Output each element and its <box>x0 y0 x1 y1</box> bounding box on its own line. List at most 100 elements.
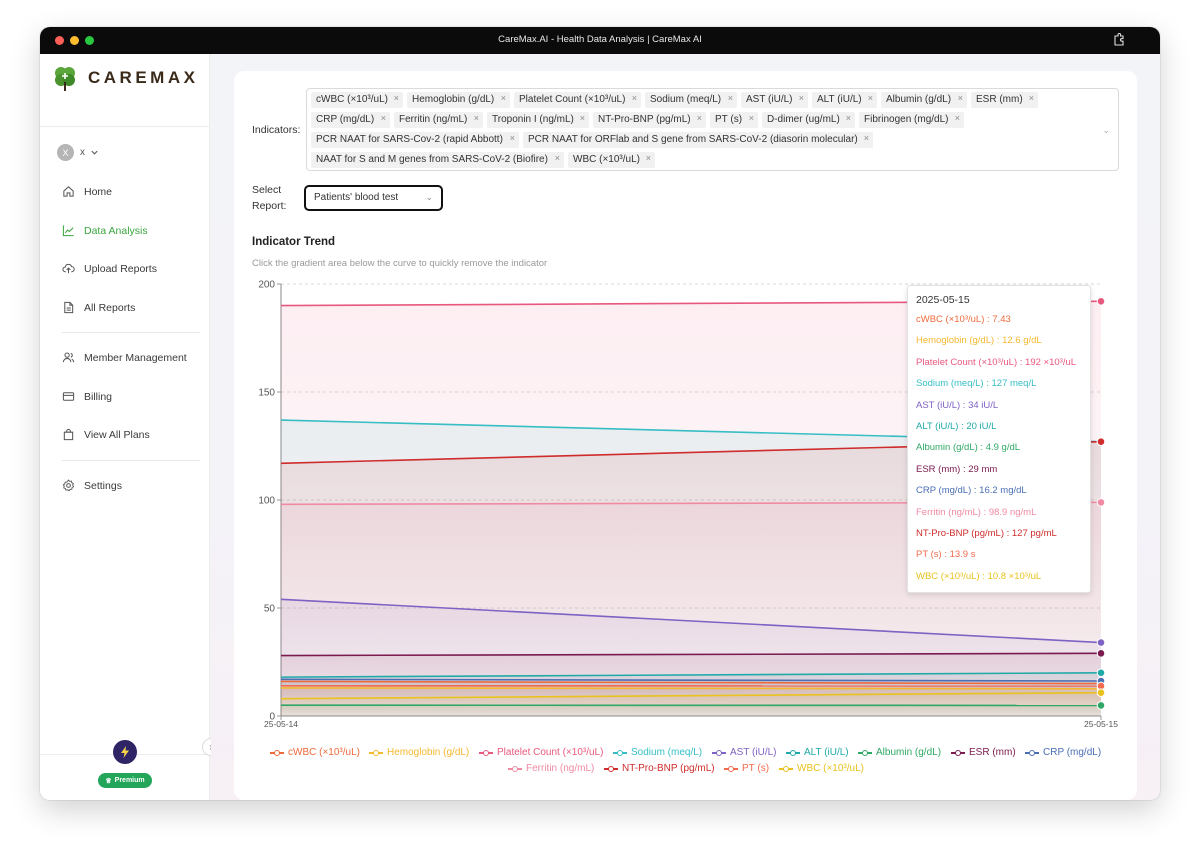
title-bar: CareMax.AI - Health Data Analysis | Care… <box>40 27 1160 54</box>
premium-badge[interactable]: ♕ Premium <box>98 773 152 788</box>
legend-label: AST (iU/L) <box>730 747 777 758</box>
indicator-tag[interactable]: CRP (mg/dL) × <box>311 112 390 128</box>
legend-label: WBC (×10³/uL) <box>797 763 864 774</box>
y-tick-label: 150 <box>258 388 275 399</box>
legend-label: Platelet Count (×10³/uL) <box>497 747 604 758</box>
remove-tag-icon[interactable]: × <box>845 113 851 123</box>
indicator-tag[interactable]: PCR NAAT for ORFlab and S gene from SARS… <box>523 132 873 148</box>
tooltip-row: Sodium (meq/L) : 127 meq/L <box>916 378 1037 390</box>
series-point <box>1096 688 1106 697</box>
legend-item[interactable]: ESR (mm) <box>951 747 1016 758</box>
y-tick-label: 50 <box>264 604 276 615</box>
indicator-tag[interactable]: PCR NAAT for SARS-Cov-2 (rapid Abbott) × <box>311 132 519 148</box>
legend-marker-icon <box>613 749 627 757</box>
sidebar: CAREMAX X x Home Data Analysis Upload Re… <box>40 54 210 800</box>
indicator-trend-title: Indicator Trend <box>252 236 336 248</box>
extension-icon[interactable] <box>1112 33 1126 47</box>
remove-tag-icon[interactable]: × <box>473 113 479 123</box>
remove-tag-icon[interactable]: × <box>1028 93 1034 103</box>
remove-tag-icon[interactable]: × <box>957 93 963 103</box>
legend-item[interactable]: WBC (×10³/uL) <box>779 763 864 774</box>
remove-tag-icon[interactable]: × <box>696 113 702 123</box>
nav-data-analysis[interactable]: Data Analysis <box>62 224 148 237</box>
legend-item[interactable]: cWBC (×10³/uL) <box>270 747 360 758</box>
nav-view-all-plans[interactable]: View All Plans <box>62 428 150 441</box>
legend-item[interactable]: Sodium (meq/L) <box>613 747 702 758</box>
indicator-tag[interactable]: ESR (mm) × <box>971 92 1038 108</box>
legend-item[interactable]: CRP (mg/dL) <box>1025 747 1101 758</box>
nav-settings[interactable]: Settings <box>62 479 122 492</box>
indicator-tag[interactable]: cWBC (×10³/uL) × <box>311 92 403 108</box>
brand-logo[interactable]: CAREMAX <box>52 63 198 93</box>
remove-tag-icon[interactable]: × <box>954 113 960 123</box>
legend-item[interactable]: Albumin (g/dL) <box>858 747 941 758</box>
indicator-tag[interactable]: Troponin I (ng/mL) × <box>487 112 589 128</box>
lightning-icon <box>121 746 129 758</box>
tooltip-row: Albumin (g/dL) : 4.9 g/dL <box>916 442 1021 454</box>
nav-all-reports[interactable]: All Reports <box>62 301 135 314</box>
y-tick-label: 0 <box>269 712 275 723</box>
report-select[interactable]: Patients' blood test ⌄ <box>304 185 443 211</box>
cloud-upload-icon <box>62 263 75 274</box>
indicator-tag[interactable]: Ferritin (ng/mL) × <box>394 112 483 128</box>
series-line <box>280 652 1102 657</box>
indicator-tag[interactable]: D-dimer (ug/mL) × <box>762 112 855 128</box>
remove-tag-icon[interactable]: × <box>748 113 754 123</box>
indicator-tag-label: ALT (iU/L) <box>817 94 862 105</box>
premium-plan-icon[interactable] <box>113 740 137 764</box>
remove-tag-icon[interactable]: × <box>579 113 585 123</box>
home-icon <box>63 186 74 197</box>
close-window-icon[interactable] <box>55 36 64 45</box>
remove-tag-icon[interactable]: × <box>867 93 873 103</box>
remove-tag-icon[interactable]: × <box>554 153 560 163</box>
tooltip-row: PT (s) : 13.9 s <box>916 549 976 561</box>
nav-member-management[interactable]: Member Management <box>62 351 187 364</box>
indicator-tag[interactable]: AST (iU/L) × <box>741 92 808 108</box>
indicator-tag[interactable]: Hemoglobin (g/dL) × <box>407 92 510 108</box>
remove-tag-icon[interactable]: × <box>500 93 506 103</box>
nav-home[interactable]: Home <box>62 185 112 198</box>
divider <box>62 460 200 461</box>
remove-tag-icon[interactable]: × <box>380 113 386 123</box>
nav-member-management-label: Member Management <box>84 351 187 364</box>
brand-name: CAREMAX <box>88 68 199 87</box>
clover-logo-icon <box>55 67 75 91</box>
premium-badge-label: Premium <box>114 777 145 784</box>
nav-data-analysis-label: Data Analysis <box>84 224 148 237</box>
user-menu[interactable]: X x <box>57 144 99 161</box>
remove-tag-icon[interactable]: × <box>798 93 804 103</box>
indicator-tag[interactable]: Albumin (g/dL) × <box>881 92 967 108</box>
remove-tag-icon[interactable]: × <box>645 153 651 163</box>
indicator-tag-label: Ferritin (ng/mL) <box>399 114 468 125</box>
remove-tag-icon[interactable]: × <box>631 93 637 103</box>
nav-billing[interactable]: Billing <box>62 390 112 403</box>
indicator-tag[interactable]: Sodium (meq/L) × <box>645 92 737 108</box>
indicator-tag[interactable]: ALT (iU/L) × <box>812 92 877 108</box>
maximize-window-icon[interactable] <box>85 36 94 45</box>
nav-upload-reports[interactable]: Upload Reports <box>62 262 157 275</box>
indicator-tag[interactable]: Fibrinogen (mg/dL) × <box>859 112 964 128</box>
remove-tag-icon[interactable]: × <box>509 133 515 143</box>
avatar: X <box>57 144 74 161</box>
indicator-tag[interactable]: WBC (×10³/uL) × <box>568 152 655 168</box>
legend-item[interactable]: NT-Pro-BNP (pg/mL) <box>604 763 715 774</box>
indicator-tag[interactable]: NAAT for S and M genes from SARS-CoV-2 (… <box>311 152 564 168</box>
legend-item[interactable]: AST (iU/L) <box>712 747 777 758</box>
minimize-window-icon[interactable] <box>70 36 79 45</box>
indicator-tag[interactable]: NT-Pro-BNP (pg/mL) × <box>593 112 706 128</box>
remove-tag-icon[interactable]: × <box>727 93 733 103</box>
legend-label: cWBC (×10³/uL) <box>288 747 360 758</box>
legend-item[interactable]: ALT (iU/L) <box>786 747 849 758</box>
legend-item[interactable]: Ferritin (ng/mL) <box>508 763 594 774</box>
indicator-tag[interactable]: Platelet Count (×10³/uL) × <box>514 92 641 108</box>
legend-item[interactable]: Platelet Count (×10³/uL) <box>479 747 603 758</box>
remove-tag-icon[interactable]: × <box>863 133 869 143</box>
x-tick-label: 25-05-14 <box>264 719 298 729</box>
series-point <box>1096 437 1106 446</box>
legend-label: Sodium (meq/L) <box>631 747 703 758</box>
remove-tag-icon[interactable]: × <box>393 93 399 103</box>
legend-item[interactable]: Hemoglobin (g/dL) <box>369 747 469 758</box>
indicator-tag[interactable]: PT (s) × <box>710 112 758 128</box>
legend-item[interactable]: PT (s) <box>724 763 769 774</box>
